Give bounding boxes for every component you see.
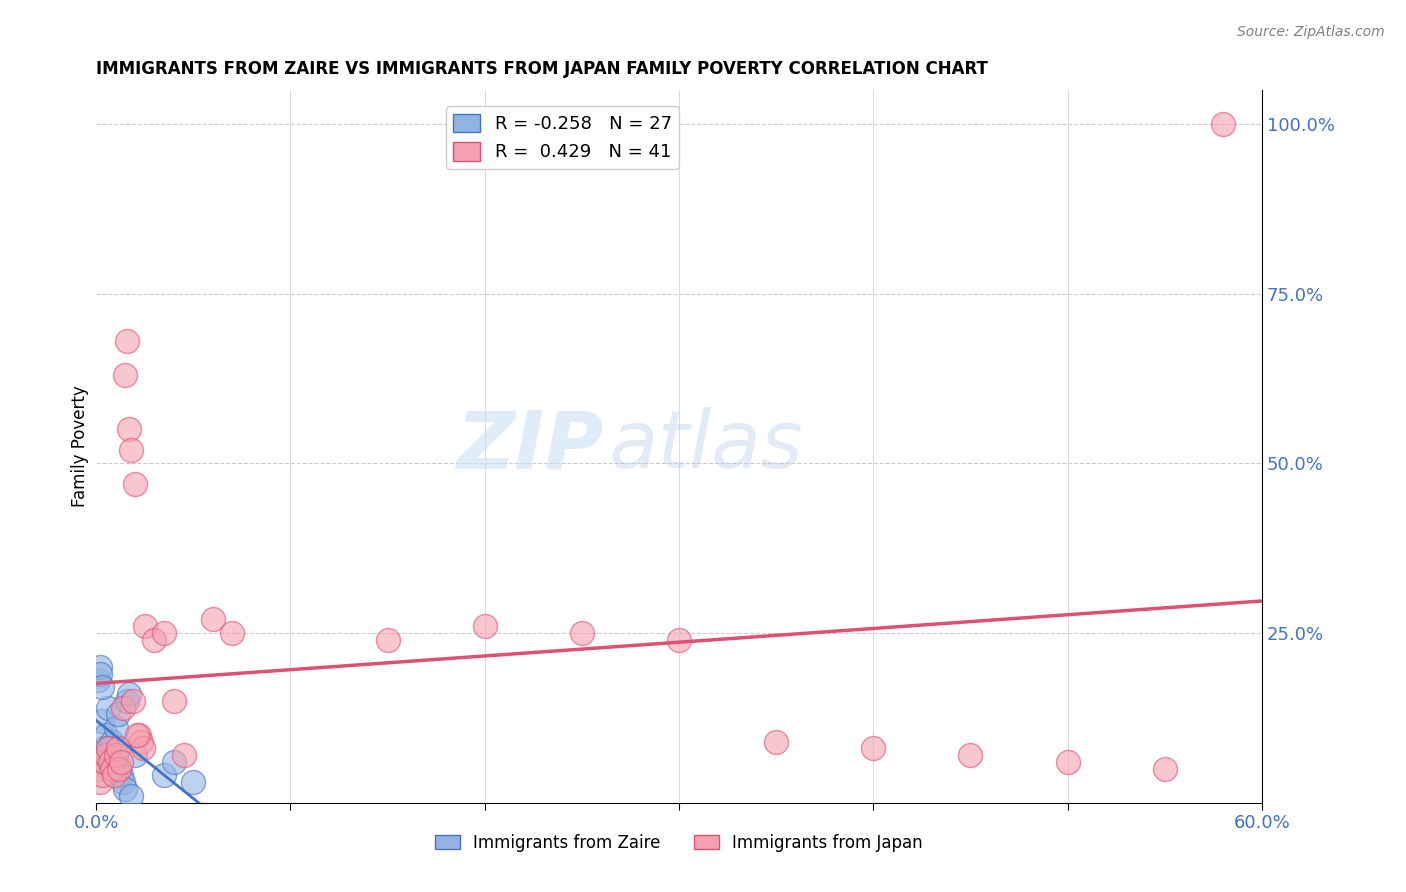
- Point: [87, 762, 110, 776]
- Point: [124, 476, 146, 491]
- Point: [94, 728, 117, 742]
- Point: [163, 694, 186, 708]
- Point: [163, 755, 186, 769]
- Point: [110, 755, 132, 769]
- Point: [97, 741, 120, 756]
- Point: [221, 626, 243, 640]
- Point: [120, 789, 142, 803]
- Point: [153, 768, 176, 782]
- Point: [134, 619, 156, 633]
- Point: [103, 755, 125, 769]
- Point: [89, 660, 111, 674]
- Legend: R = -0.258   N = 27, R =  0.429   N = 41: R = -0.258 N = 27, R = 0.429 N = 41: [446, 106, 679, 169]
- Point: [377, 632, 399, 647]
- Point: [98, 748, 121, 763]
- Point: [93, 741, 115, 756]
- Point: [765, 734, 787, 748]
- Point: [89, 666, 111, 681]
- Point: [118, 687, 141, 701]
- Point: [132, 741, 155, 756]
- Point: [100, 762, 122, 776]
- Point: [117, 334, 139, 349]
- Point: [153, 626, 176, 640]
- Point: [1212, 117, 1234, 131]
- Point: [114, 368, 136, 383]
- Point: [91, 714, 114, 729]
- Text: ZIP: ZIP: [456, 408, 603, 485]
- Point: [1056, 755, 1078, 769]
- Point: [93, 755, 115, 769]
- Point: [128, 728, 150, 742]
- Point: [107, 741, 129, 756]
- Point: [571, 626, 593, 640]
- Text: Source: ZipAtlas.com: Source: ZipAtlas.com: [1237, 25, 1385, 39]
- Point: [97, 741, 120, 756]
- Point: [112, 700, 135, 714]
- Point: [117, 694, 139, 708]
- Point: [108, 762, 131, 776]
- Point: [862, 741, 884, 756]
- Point: [122, 694, 145, 708]
- Text: atlas: atlas: [609, 408, 804, 485]
- Point: [93, 755, 115, 769]
- Point: [91, 680, 114, 694]
- Point: [201, 612, 224, 626]
- Point: [97, 700, 120, 714]
- Point: [1153, 762, 1175, 776]
- Point: [124, 748, 146, 763]
- Point: [110, 768, 132, 782]
- Point: [91, 768, 114, 782]
- Point: [129, 734, 152, 748]
- Point: [173, 748, 195, 763]
- Text: IMMIGRANTS FROM ZAIRE VS IMMIGRANTS FROM JAPAN FAMILY POVERTY CORRELATION CHART: IMMIGRANTS FROM ZAIRE VS IMMIGRANTS FROM…: [96, 60, 988, 78]
- Point: [143, 632, 166, 647]
- Point: [94, 748, 117, 763]
- Point: [100, 762, 122, 776]
- Point: [107, 707, 129, 722]
- Point: [118, 422, 141, 436]
- Point: [668, 632, 690, 647]
- Point: [89, 775, 111, 789]
- Point: [108, 762, 131, 776]
- Point: [104, 721, 127, 735]
- Y-axis label: Family Poverty: Family Poverty: [72, 385, 89, 508]
- Point: [100, 734, 122, 748]
- Point: [103, 768, 125, 782]
- Point: [125, 728, 148, 742]
- Point: [104, 748, 127, 763]
- Point: [183, 775, 205, 789]
- Point: [120, 442, 142, 457]
- Point: [474, 619, 496, 633]
- Point: [112, 775, 135, 789]
- Point: [959, 748, 981, 763]
- Point: [98, 755, 121, 769]
- Point: [114, 782, 136, 797]
- Point: [87, 673, 110, 688]
